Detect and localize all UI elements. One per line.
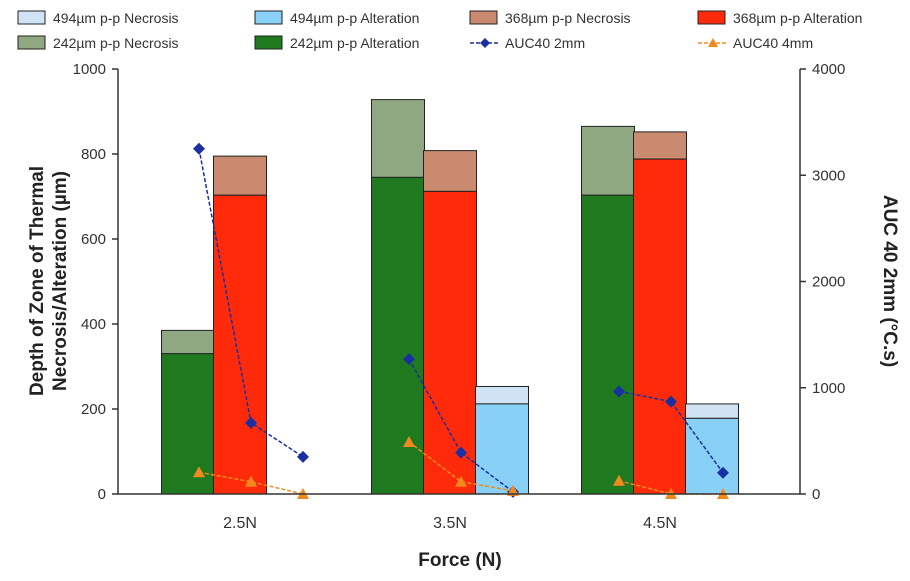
legend-label: 242µm p-p Necrosis xyxy=(53,35,179,51)
legend-item: 494µm p-p Alteration xyxy=(255,10,419,26)
legend-item: 242µm p-p Necrosis xyxy=(18,35,179,51)
legend-label: 494µm p-p Alteration xyxy=(290,10,419,26)
legend: 494µm p-p Necrosis 494µm p-p Alteration 36… xyxy=(18,10,862,51)
bar-necrosis xyxy=(424,151,477,192)
bar-necrosis xyxy=(214,156,267,195)
y-tick-label-left: 200 xyxy=(81,401,106,418)
bar-alteration xyxy=(582,195,635,494)
legend-swatch xyxy=(255,11,282,24)
x-tick-label: 4.5N xyxy=(643,515,677,532)
y-axis-title-line-2: Necrosis/Alteration (µm) xyxy=(50,171,71,391)
legend-item: 368µm p-p Necrosis xyxy=(470,10,631,26)
bar-necrosis xyxy=(372,100,425,178)
data-point-diamond xyxy=(297,451,309,463)
legend-item: 368µm p-p Alteration xyxy=(698,10,862,26)
legend-label: 494µm p-p Necrosis xyxy=(53,10,179,26)
bar-alteration xyxy=(476,404,529,494)
legend-label: 368µm p-p Alteration xyxy=(733,10,862,26)
legend-label: 368µm p-p Necrosis xyxy=(505,10,631,26)
legend-swatch xyxy=(18,11,45,24)
y-tick-label-right: 0 xyxy=(812,486,820,503)
legend-diamond-marker xyxy=(480,38,490,48)
legend-item: AUC40 4mm xyxy=(698,35,813,51)
legend-swatch xyxy=(18,36,45,49)
bar-alteration xyxy=(634,159,687,494)
y-axis-title-left: Depth of Zone of Thermal Necrosis/Alterat… xyxy=(27,166,71,396)
x-tick-label: 2.5N xyxy=(223,515,257,532)
bars-layer xyxy=(162,100,739,494)
legend-label: 242µm p-p Alteration xyxy=(290,35,419,51)
y-axis-title-line-1: Depth of Zone of Thermal xyxy=(27,166,48,396)
legend-item: AUC40 2mm xyxy=(470,35,585,51)
bar-necrosis xyxy=(162,330,215,353)
bar-necrosis xyxy=(476,386,529,403)
y-tick-label-right: 3000 xyxy=(812,167,845,184)
bar-necrosis xyxy=(686,404,739,418)
legend-label: AUC40 2mm xyxy=(505,35,585,51)
y-tick-label-left: 800 xyxy=(81,146,106,163)
bar-necrosis xyxy=(582,126,635,195)
bar-alteration xyxy=(686,418,739,494)
y-tick-label-right: 2000 xyxy=(812,274,845,291)
data-point-diamond xyxy=(193,143,205,155)
y-tick-label-left: 600 xyxy=(81,231,106,248)
y-tick-label-left: 400 xyxy=(81,316,106,333)
x-axis-title: Force (N) xyxy=(418,550,501,571)
bar-necrosis xyxy=(634,132,687,159)
legend-swatch xyxy=(470,11,497,24)
y-tick-label-right: 1000 xyxy=(812,380,845,397)
bar-alteration xyxy=(214,195,267,494)
x-tick-label: 3.5N xyxy=(433,515,467,532)
legend-item: 242µm p-p Alteration xyxy=(255,35,419,51)
bar-alteration xyxy=(372,177,425,494)
legend-label: AUC40 4mm xyxy=(733,35,813,51)
y-axis-title-right: AUC 40 2mm (°C.s) xyxy=(879,195,900,367)
y-tick-label-left: 1000 xyxy=(73,61,106,78)
legend-item: 494µm p-p Necrosis xyxy=(18,10,179,26)
y-tick-label-right: 4000 xyxy=(812,61,845,78)
legend-swatch xyxy=(698,11,725,24)
legend-swatch xyxy=(255,36,282,49)
bar-alteration xyxy=(424,191,477,494)
y-tick-label-left: 0 xyxy=(98,486,106,503)
